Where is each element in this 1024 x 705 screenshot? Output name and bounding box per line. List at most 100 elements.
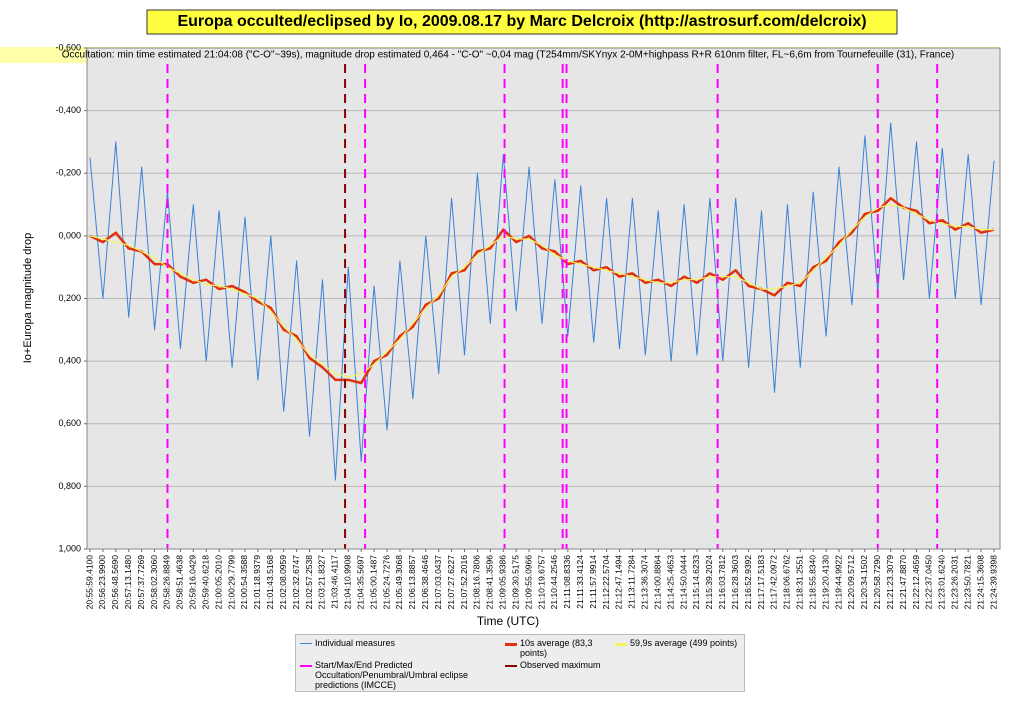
x-tick-label: 20:58:51.4638 bbox=[175, 555, 185, 610]
x-tick-label: 21:01:18.9379 bbox=[252, 555, 262, 610]
x-tick-label: 20:57:37.7269 bbox=[136, 555, 146, 610]
y-tick-label: 0,400 bbox=[58, 356, 81, 366]
x-tick-label: 21:18:55.8340 bbox=[807, 555, 817, 610]
x-tick-label: 21:16:52.9392 bbox=[743, 555, 753, 610]
x-tick-label: 21:14:00.8864 bbox=[652, 555, 662, 610]
x-tick-label: 21:18:06.6762 bbox=[782, 555, 792, 610]
x-tick-label: 21:07:52.2016 bbox=[459, 555, 469, 610]
x-tick-label: 21:24:15.3608 bbox=[975, 555, 985, 610]
x-tick-label: 21:08:41.3596 bbox=[485, 555, 495, 610]
y-tick-label: -0,400 bbox=[55, 105, 81, 115]
x-tick-label: 21:06:38.4646 bbox=[420, 555, 430, 610]
x-tick-label: 21:06:13.8857 bbox=[407, 555, 417, 610]
chart-title: Europa occulted/eclipsed by Io, 2009.08.… bbox=[177, 13, 866, 30]
x-tick-label: 21:02:32.6747 bbox=[291, 555, 301, 610]
x-tick-label: 21:00:05.2010 bbox=[213, 555, 223, 610]
x-tick-label: 21:02:08.0959 bbox=[278, 555, 288, 610]
x-tick-label: 21:00:54.3588 bbox=[239, 555, 249, 610]
x-tick-label: 21:09:05.9386 bbox=[498, 555, 508, 610]
legend-item: Observed maximum bbox=[505, 660, 615, 690]
x-tick-label: 21:23:01.6240 bbox=[937, 555, 947, 610]
y-tick-label: 0,200 bbox=[58, 293, 81, 303]
x-tick-label: 21:15:14.6233 bbox=[691, 555, 701, 610]
legend-swatch bbox=[505, 643, 517, 646]
chart-subtitle: Occultation: min time estimated 21:04:08… bbox=[62, 50, 954, 61]
legend-swatch bbox=[505, 665, 517, 667]
legend-label: Observed maximum bbox=[520, 660, 601, 670]
x-tick-label: 21:14:50.0444 bbox=[678, 555, 688, 610]
x-tick-label: 20:58:02.3060 bbox=[149, 555, 159, 610]
x-tick-label: 21:12:22.5704 bbox=[601, 555, 611, 610]
y-tick-label: -0,600 bbox=[55, 42, 81, 52]
legend-label: Individual measures bbox=[315, 638, 396, 648]
x-tick-label: 21:07:27.6227 bbox=[446, 555, 456, 610]
title-box bbox=[146, 9, 898, 35]
x-tick-label: 21:20:09.5712 bbox=[846, 555, 856, 610]
x-tick-label: 21:08:16.7806 bbox=[472, 555, 482, 610]
x-tick-label: 20:56:48.5690 bbox=[110, 555, 120, 610]
x-tick-label: 21:04:10.9908 bbox=[343, 555, 353, 610]
legend-label: 59,9s average (499 points) bbox=[630, 638, 738, 648]
x-tick-label: 20:59:16.0429 bbox=[188, 555, 198, 610]
y-tick-label: 0,800 bbox=[58, 481, 81, 491]
series-line bbox=[89, 204, 994, 378]
x-tick-label: 21:01:43.5168 bbox=[265, 555, 275, 610]
x-tick-label: 21:16:03.7812 bbox=[717, 555, 727, 610]
legend-swatch bbox=[615, 643, 627, 646]
x-tick-label: 21:23:26.2031 bbox=[950, 555, 960, 610]
x-tick-label: 21:02:57.2538 bbox=[304, 555, 314, 610]
x-tick-label: 21:20:34.1502 bbox=[859, 555, 869, 610]
x-tick-label: 21:04:35.5697 bbox=[355, 555, 365, 610]
series-line bbox=[89, 197, 995, 385]
x-tick-label: 21:03:46.4117 bbox=[330, 555, 340, 609]
plot-border bbox=[86, 47, 1001, 550]
legend-item: 10s average (83,3 points) bbox=[505, 638, 615, 658]
x-tick-label: 21:07:03.0437 bbox=[433, 555, 443, 610]
x-tick-label: 21:17:17.5183 bbox=[756, 555, 766, 610]
x-tick-label: 21:18:31.2551 bbox=[795, 555, 805, 610]
x-tick-label: 21:09:55.0966 bbox=[523, 555, 533, 610]
x-tick-label: 21:16:28.3603 bbox=[730, 555, 740, 610]
legend-item: Start/Max/End Predicted Occultation/Penu… bbox=[300, 660, 505, 690]
x-tick-label: 21:22:37.0450 bbox=[924, 555, 934, 610]
x-tick-label: 20:57:13.1480 bbox=[123, 555, 133, 610]
x-tick-label: 21:09:30.5175 bbox=[510, 555, 520, 610]
series-line bbox=[89, 122, 995, 481]
x-tick-label: 20:55:59.4100 bbox=[84, 555, 94, 610]
x-tick-label: 21:19:44.9922 bbox=[833, 555, 843, 610]
x-tick-label: 21:10:19.6757 bbox=[536, 555, 546, 610]
x-tick-label: 21:14:25.4653 bbox=[665, 555, 675, 610]
x-tick-label: 21:20:58.7290 bbox=[872, 555, 882, 610]
legend-swatch bbox=[300, 665, 312, 667]
x-tick-label: 20:59:40.6218 bbox=[200, 555, 210, 610]
x-tick-label: 21:24:39.9398 bbox=[988, 555, 998, 610]
legend-label: 10s average (83,3 points) bbox=[520, 638, 593, 658]
x-axis-label: Time (UTC) bbox=[477, 614, 539, 628]
y-tick-label: 0,600 bbox=[58, 418, 81, 428]
x-tick-label: 21:11:33.4124 bbox=[575, 555, 585, 609]
legend-item: 59,9s average (499 points) bbox=[615, 638, 740, 658]
x-tick-label: 21:19:20.4130 bbox=[820, 555, 830, 610]
legend-item: Individual measures bbox=[300, 638, 505, 658]
legend: Individual measures 10s average (83,3 poi… bbox=[295, 634, 745, 692]
x-tick-label: 21:21:23.3079 bbox=[885, 555, 895, 610]
x-tick-label: 21:21:47.8870 bbox=[898, 555, 908, 610]
x-tick-label: 20:58:26.8849 bbox=[162, 555, 172, 610]
legend-swatch bbox=[300, 643, 312, 644]
x-tick-label: 21:13:11.7284 bbox=[627, 555, 637, 609]
x-tick-label: 21:15:39.2024 bbox=[704, 555, 714, 610]
x-tick-label: 21:13:36.3074 bbox=[640, 555, 650, 610]
x-tick-label: 21:03:21.8327 bbox=[317, 555, 327, 610]
y-tick-label: -0,200 bbox=[55, 168, 81, 178]
x-tick-label: 21:05:49.3068 bbox=[394, 555, 404, 610]
x-tick-label: 20:56:23.9900 bbox=[97, 555, 107, 610]
x-tick-label: 21:05:00.1487 bbox=[368, 555, 378, 610]
x-tick-label: 21:11:08.8336 bbox=[562, 555, 572, 609]
y-tick-label: 1,000 bbox=[58, 543, 81, 553]
x-tick-label: 21:00:29.7799 bbox=[226, 555, 236, 610]
x-tick-label: 21:11:57.9914 bbox=[588, 555, 598, 609]
x-tick-label: 21:05:24.7276 bbox=[381, 555, 391, 610]
x-tick-label: 21:23:50.7821 bbox=[962, 555, 972, 610]
